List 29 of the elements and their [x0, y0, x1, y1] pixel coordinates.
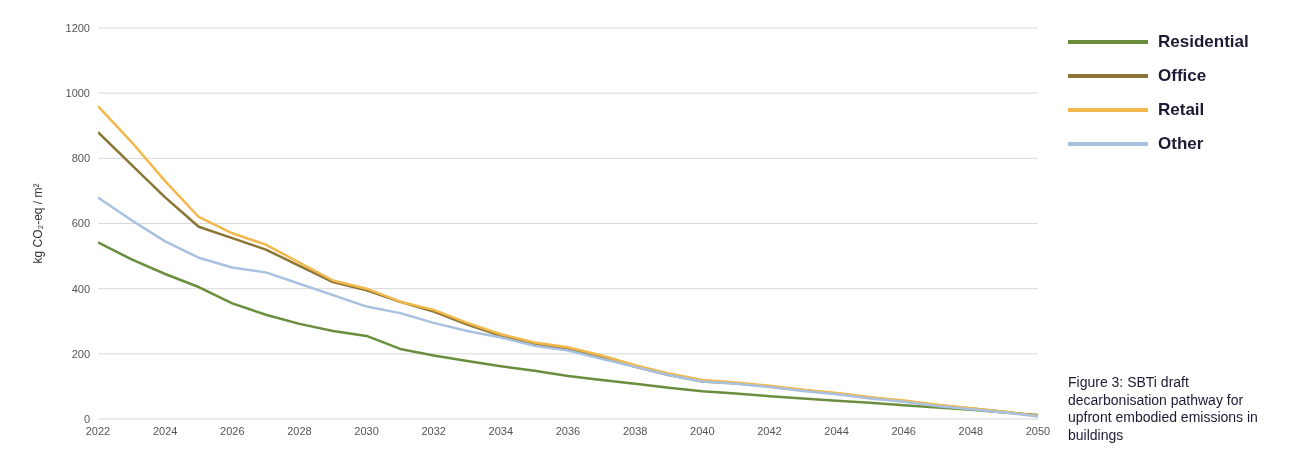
- legend-label: Retail: [1158, 100, 1205, 120]
- legend-label: Residential: [1158, 32, 1249, 52]
- y-tick-label: 0: [83, 412, 90, 425]
- x-tick-label: 2038: [622, 424, 648, 437]
- x-tick-label: 2048: [958, 424, 984, 437]
- y-tick-label: 400: [71, 282, 90, 295]
- line-series: [98, 196, 1038, 418]
- x-tick-label: 2036: [555, 424, 581, 437]
- y-tick-label: 1000: [65, 87, 90, 100]
- x-tick-label: 2044: [824, 424, 849, 437]
- x-tick-label: 2046: [891, 424, 916, 437]
- y-axis-title: kg CO₂-eq / m²: [31, 183, 46, 264]
- y-tick-label: 1200: [65, 21, 90, 34]
- legend-label: Other: [1158, 134, 1204, 154]
- x-tick-label: 2034: [488, 424, 514, 437]
- y-tick-label: 200: [71, 347, 90, 360]
- y-tick-label: 800: [71, 152, 90, 165]
- x-tick-label: 2050: [1025, 424, 1051, 437]
- x-tick-label: 2026: [220, 424, 245, 437]
- caption: Figure 3: SBTi draft decarbonisation pathway for upfront embodied emissions in buildings: [1068, 374, 1259, 444]
- x-tick-label: 2024: [152, 424, 178, 437]
- x-tick-label: 2040: [690, 424, 715, 437]
- y-tick-label: 600: [71, 217, 90, 230]
- legend-label: Office: [1158, 66, 1207, 86]
- x-tick-label: 2028: [287, 424, 312, 437]
- x-tick-label: 2022: [85, 424, 111, 437]
- x-tick-label: 2042: [757, 424, 782, 437]
- x-tick-label: 2032: [421, 424, 446, 437]
- x-tick-label: 2030: [354, 424, 379, 437]
